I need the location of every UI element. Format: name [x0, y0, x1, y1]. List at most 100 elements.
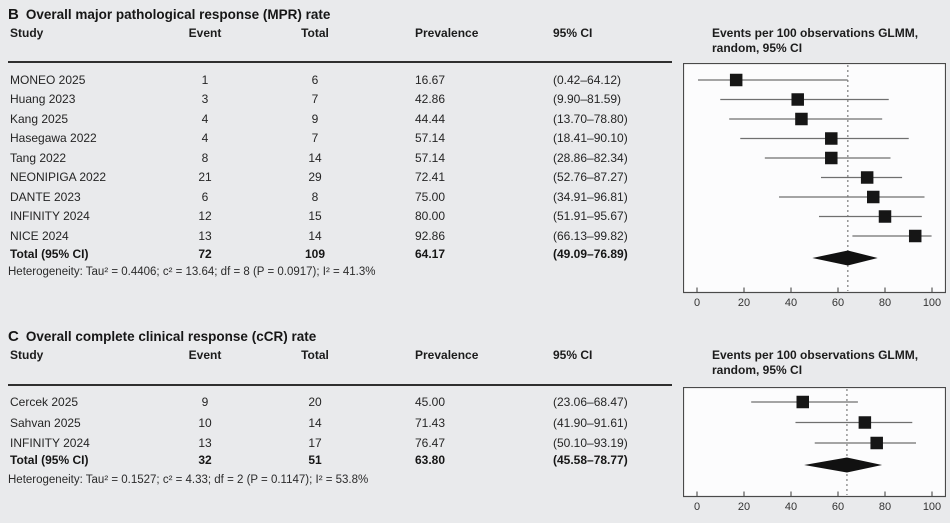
total-row: Total (95% CI) 72 109 64.17 (49.09–76.89…: [10, 248, 672, 260]
table-header: Study Event Total Prevalence 95% CI: [10, 27, 672, 39]
cell-total: 7: [311, 131, 319, 146]
cell-prevalence: 71.43: [415, 415, 446, 430]
total-total: 109: [304, 247, 326, 261]
cell-ci: (51.91–95.67): [553, 209, 628, 224]
cell-event: 4: [201, 131, 209, 146]
cell-event: 21: [198, 170, 212, 185]
forest-plot-mpr: 0 20 40 60 80 100: [682, 62, 947, 321]
cell-event: 8: [201, 150, 209, 165]
cell-ci: (23.06–68.47): [553, 395, 628, 410]
cell-total: 14: [308, 228, 322, 243]
cell-study: Tang 2022: [10, 150, 67, 165]
table-row: Tang 2022 8 14 57.14 (28.86–82.34): [10, 148, 672, 168]
table-row: Hasegawa 2022 4 7 57.14 (18.41–90.10): [10, 129, 672, 149]
cell-total: 6: [311, 72, 319, 87]
cell-ci: (28.86–82.34): [553, 150, 628, 165]
cell-total: 14: [308, 150, 322, 165]
column-header-prevalence: Prevalence: [415, 26, 479, 40]
cell-ci: (34.91–96.81): [553, 189, 628, 204]
header-divider: [8, 61, 672, 63]
cell-prevalence: 57.14: [415, 150, 446, 165]
cell-ci: (0.42–64.12): [553, 72, 622, 87]
cell-prevalence: 76.47: [415, 436, 446, 451]
column-header-event: Event: [188, 26, 222, 40]
cell-prevalence: 92.86: [415, 228, 446, 243]
plot-column-header: Events per 100 observations GLMM, random…: [712, 348, 919, 377]
cell-prevalence: 80.00: [415, 209, 446, 224]
cell-prevalence: 44.44: [415, 111, 446, 126]
cell-study: MONEO 2025: [10, 72, 86, 87]
cell-total: 29: [308, 170, 322, 185]
svg-text:0: 0: [694, 501, 700, 513]
cell-ci: (66.13–99.82): [553, 228, 628, 243]
table-row: Huang 2023 3 7 42.86 (9.90–81.59): [10, 90, 672, 110]
cell-study: DANTE 2023: [10, 189, 81, 204]
svg-text:40: 40: [785, 297, 797, 309]
table-header: Study Event Total Prevalence 95% CI: [10, 349, 672, 361]
total-event: 32: [198, 453, 212, 467]
svg-text:100: 100: [923, 501, 941, 513]
cell-ci: (52.76–87.27): [553, 170, 628, 185]
column-header-ci: 95% CI: [553, 26, 593, 40]
table-row: INFINITY 2024 12 15 80.00 (51.91–95.67): [10, 207, 672, 227]
svg-text:80: 80: [879, 501, 891, 513]
plot-column-header: Events per 100 observations GLMM, random…: [712, 26, 919, 55]
cell-study: INFINITY 2024: [10, 436, 90, 451]
panel-title-row: B Overall major pathological response (MP…: [8, 6, 330, 23]
cell-ci: (41.90–91.61): [553, 415, 628, 430]
cell-ci: (9.90–81.59): [553, 92, 622, 107]
cell-event: 3: [201, 92, 209, 107]
cell-prevalence: 75.00: [415, 189, 446, 204]
cell-event: 1: [201, 72, 209, 87]
column-header-ci: 95% CI: [553, 348, 593, 362]
cell-event: 9: [201, 395, 209, 410]
cell-event: 4: [201, 111, 209, 126]
svg-text:100: 100: [923, 297, 941, 309]
svg-text:20: 20: [738, 501, 750, 513]
cell-event: 10: [198, 415, 212, 430]
svg-text:40: 40: [785, 501, 797, 513]
column-header-event: Event: [188, 348, 222, 362]
cell-total: 17: [308, 436, 322, 451]
table-row: NICE 2024 13 14 92.86 (66.13–99.82): [10, 226, 672, 246]
panel-title-row: C Overall complete clinical response (cCR…: [8, 328, 316, 345]
table-body: Cercek 2025 9 20 45.00 (23.06–68.47) Sahvan 2…: [10, 392, 672, 454]
cell-study: INFINITY 2024: [10, 209, 90, 224]
total-study: Total (95% CI): [10, 453, 89, 467]
cell-total: 15: [308, 209, 322, 224]
column-header-prevalence: Prevalence: [415, 348, 479, 362]
cell-study: NICE 2024: [10, 228, 69, 243]
heterogeneity-note: Heterogeneity: Tau² = 0.4406; c² = 13.64…: [8, 266, 376, 278]
total-prevalence: 64.17: [415, 247, 446, 261]
cell-prevalence: 45.00: [415, 395, 446, 410]
cell-event: 12: [198, 209, 212, 224]
cell-ci: (13.70–78.80): [553, 111, 628, 126]
total-ci: (45.58–78.77): [553, 453, 628, 467]
cell-study: Cercek 2025: [10, 395, 79, 410]
cell-ci: (50.10–93.19): [553, 436, 628, 451]
svg-text:60: 60: [832, 297, 844, 309]
svg-text:80: 80: [879, 297, 891, 309]
table-row: INFINITY 2024 13 17 76.47 (50.10–93.19): [10, 433, 672, 454]
cell-total: 20: [308, 395, 322, 410]
table-row: MONEO 2025 1 6 16.67 (0.42–64.12): [10, 70, 672, 90]
cell-prevalence: 57.14: [415, 131, 446, 146]
total-study: Total (95% CI): [10, 247, 89, 261]
cell-prevalence: 42.86: [415, 92, 446, 107]
cell-prevalence: 72.41: [415, 170, 446, 185]
table-row: DANTE 2023 6 8 75.00 (34.91–96.81): [10, 187, 672, 207]
column-header-study: Study: [10, 348, 44, 362]
cell-total: 8: [311, 189, 319, 204]
panel-title: Overall complete clinical response (cCR)…: [25, 329, 317, 344]
panel-label: C: [8, 328, 19, 345]
forest-plot-ccr: 0 20 40 60 80 100: [682, 386, 947, 523]
total-event: 72: [198, 247, 212, 261]
header-divider: [8, 384, 672, 386]
total-prevalence: 63.80: [415, 453, 446, 467]
table-row: Sahvan 2025 10 14 71.43 (41.90–91.61): [10, 413, 672, 434]
cell-event: 13: [198, 228, 212, 243]
cell-study: Hasegawa 2022: [10, 131, 97, 146]
table-body: MONEO 2025 1 6 16.67 (0.42–64.12) Huang 2023 3…: [10, 70, 672, 246]
heterogeneity-note: Heterogeneity: Tau² = 0.1527; c² = 4.33;…: [8, 474, 369, 486]
